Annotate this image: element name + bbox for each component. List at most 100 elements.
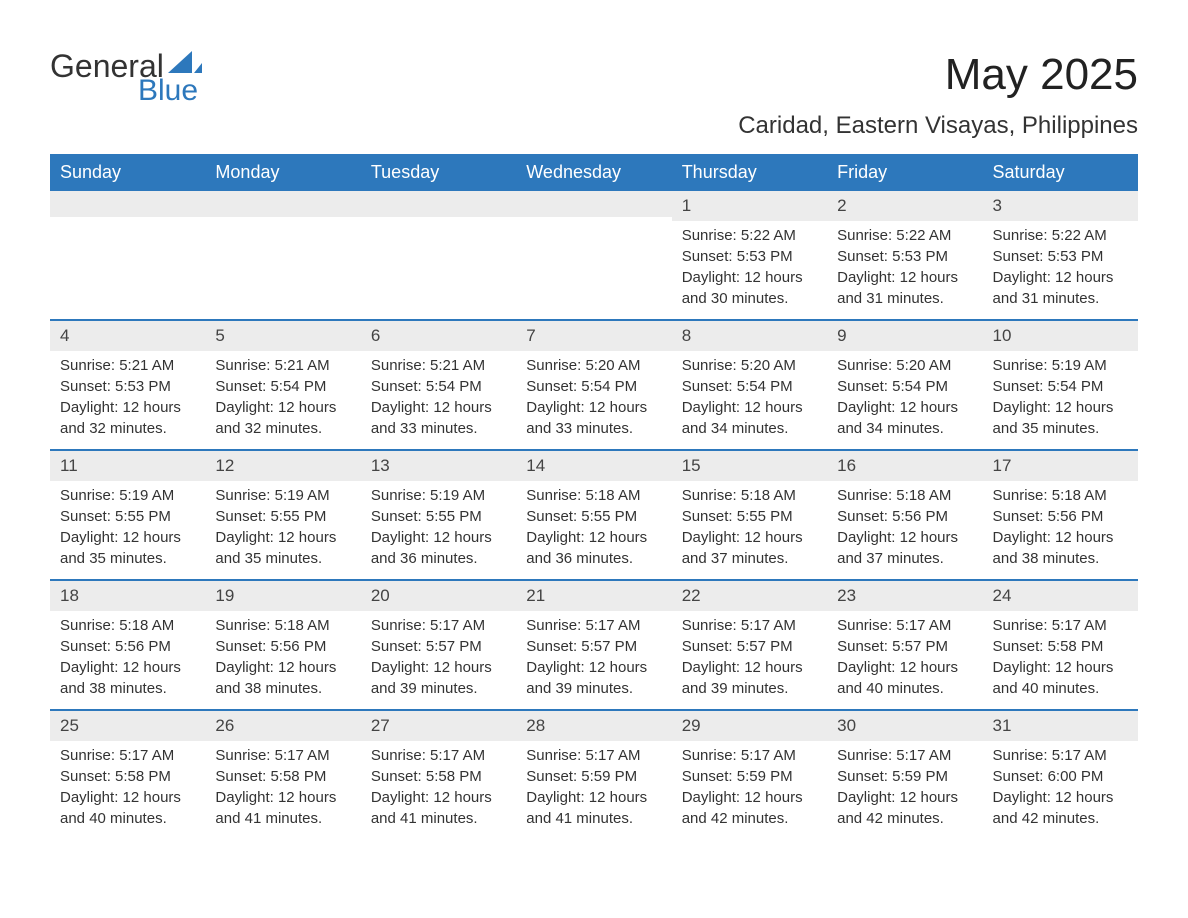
sunset-line: Sunset: 5:58 PM bbox=[371, 766, 506, 787]
day-number: 10 bbox=[983, 321, 1138, 351]
day-cell: 9Sunrise: 5:20 AMSunset: 5:54 PMDaylight… bbox=[827, 321, 982, 449]
location: Caridad, Eastern Visayas, Philippines bbox=[738, 112, 1138, 140]
sunset-line: Sunset: 5:54 PM bbox=[993, 376, 1128, 397]
sunrise-line: Sunrise: 5:17 AM bbox=[837, 615, 972, 636]
sunset-line: Sunset: 5:55 PM bbox=[526, 506, 661, 527]
sunrise-line: Sunrise: 5:22 AM bbox=[993, 225, 1128, 246]
daylight-line: Daylight: 12 hours and 38 minutes. bbox=[215, 657, 350, 699]
day-number: 25 bbox=[50, 711, 205, 741]
day-cell-empty bbox=[50, 191, 205, 319]
sunrise-line: Sunrise: 5:19 AM bbox=[60, 485, 195, 506]
day-cell: 30Sunrise: 5:17 AMSunset: 5:59 PMDayligh… bbox=[827, 711, 982, 839]
sunset-line: Sunset: 5:56 PM bbox=[215, 636, 350, 657]
sunrise-line: Sunrise: 5:22 AM bbox=[682, 225, 817, 246]
sunrise-line: Sunrise: 5:20 AM bbox=[526, 355, 661, 376]
daylight-line: Daylight: 12 hours and 34 minutes. bbox=[837, 397, 972, 439]
day-cell: 4Sunrise: 5:21 AMSunset: 5:53 PMDaylight… bbox=[50, 321, 205, 449]
day-cell: 14Sunrise: 5:18 AMSunset: 5:55 PMDayligh… bbox=[516, 451, 671, 579]
day-number bbox=[516, 191, 671, 217]
sunrise-line: Sunrise: 5:17 AM bbox=[526, 615, 661, 636]
day-cell: 11Sunrise: 5:19 AMSunset: 5:55 PMDayligh… bbox=[50, 451, 205, 579]
day-number: 27 bbox=[361, 711, 516, 741]
day-cell: 12Sunrise: 5:19 AMSunset: 5:55 PMDayligh… bbox=[205, 451, 360, 579]
dow-header-row: Sunday Monday Tuesday Wednesday Thursday… bbox=[50, 154, 1138, 191]
day-number: 21 bbox=[516, 581, 671, 611]
day-number: 7 bbox=[516, 321, 671, 351]
sunset-line: Sunset: 5:54 PM bbox=[215, 376, 350, 397]
day-cell: 20Sunrise: 5:17 AMSunset: 5:57 PMDayligh… bbox=[361, 581, 516, 709]
sunrise-line: Sunrise: 5:17 AM bbox=[682, 745, 817, 766]
day-cell: 18Sunrise: 5:18 AMSunset: 5:56 PMDayligh… bbox=[50, 581, 205, 709]
sunset-line: Sunset: 6:00 PM bbox=[993, 766, 1128, 787]
day-cell-empty bbox=[361, 191, 516, 319]
sunset-line: Sunset: 5:56 PM bbox=[993, 506, 1128, 527]
daylight-line: Daylight: 12 hours and 36 minutes. bbox=[526, 527, 661, 569]
week-row: 25Sunrise: 5:17 AMSunset: 5:58 PMDayligh… bbox=[50, 709, 1138, 839]
logo-text-blue: Blue bbox=[138, 76, 202, 106]
day-cell: 15Sunrise: 5:18 AMSunset: 5:55 PMDayligh… bbox=[672, 451, 827, 579]
sunrise-line: Sunrise: 5:20 AM bbox=[837, 355, 972, 376]
day-number: 2 bbox=[827, 191, 982, 221]
dow-monday: Monday bbox=[205, 154, 360, 191]
sunset-line: Sunset: 5:54 PM bbox=[371, 376, 506, 397]
sunset-line: Sunset: 5:59 PM bbox=[682, 766, 817, 787]
sunrise-line: Sunrise: 5:19 AM bbox=[215, 485, 350, 506]
day-cell: 13Sunrise: 5:19 AMSunset: 5:55 PMDayligh… bbox=[361, 451, 516, 579]
day-number: 30 bbox=[827, 711, 982, 741]
daylight-line: Daylight: 12 hours and 30 minutes. bbox=[682, 267, 817, 309]
sunrise-line: Sunrise: 5:18 AM bbox=[837, 485, 972, 506]
daylight-line: Daylight: 12 hours and 42 minutes. bbox=[682, 787, 817, 829]
sunset-line: Sunset: 5:55 PM bbox=[371, 506, 506, 527]
sunrise-line: Sunrise: 5:18 AM bbox=[215, 615, 350, 636]
day-number: 22 bbox=[672, 581, 827, 611]
sunrise-line: Sunrise: 5:21 AM bbox=[371, 355, 506, 376]
day-cell: 17Sunrise: 5:18 AMSunset: 5:56 PMDayligh… bbox=[983, 451, 1138, 579]
day-cell: 31Sunrise: 5:17 AMSunset: 6:00 PMDayligh… bbox=[983, 711, 1138, 839]
day-cell: 26Sunrise: 5:17 AMSunset: 5:58 PMDayligh… bbox=[205, 711, 360, 839]
day-number: 4 bbox=[50, 321, 205, 351]
daylight-line: Daylight: 12 hours and 37 minutes. bbox=[682, 527, 817, 569]
sunrise-line: Sunrise: 5:20 AM bbox=[682, 355, 817, 376]
dow-sunday: Sunday bbox=[50, 154, 205, 191]
sunset-line: Sunset: 5:57 PM bbox=[371, 636, 506, 657]
header: General Blue May 2025 Caridad, Eastern V… bbox=[50, 50, 1138, 140]
day-cell: 22Sunrise: 5:17 AMSunset: 5:57 PMDayligh… bbox=[672, 581, 827, 709]
daylight-line: Daylight: 12 hours and 36 minutes. bbox=[371, 527, 506, 569]
day-number: 8 bbox=[672, 321, 827, 351]
sunset-line: Sunset: 5:53 PM bbox=[682, 246, 817, 267]
day-number: 28 bbox=[516, 711, 671, 741]
day-number: 9 bbox=[827, 321, 982, 351]
day-cell: 29Sunrise: 5:17 AMSunset: 5:59 PMDayligh… bbox=[672, 711, 827, 839]
sunset-line: Sunset: 5:56 PM bbox=[837, 506, 972, 527]
sunrise-line: Sunrise: 5:17 AM bbox=[837, 745, 972, 766]
day-cell: 24Sunrise: 5:17 AMSunset: 5:58 PMDayligh… bbox=[983, 581, 1138, 709]
sunrise-line: Sunrise: 5:17 AM bbox=[215, 745, 350, 766]
day-cell: 3Sunrise: 5:22 AMSunset: 5:53 PMDaylight… bbox=[983, 191, 1138, 319]
day-cell: 21Sunrise: 5:17 AMSunset: 5:57 PMDayligh… bbox=[516, 581, 671, 709]
sunset-line: Sunset: 5:57 PM bbox=[837, 636, 972, 657]
day-cell-empty bbox=[516, 191, 671, 319]
day-number: 14 bbox=[516, 451, 671, 481]
sunrise-line: Sunrise: 5:17 AM bbox=[371, 745, 506, 766]
sunset-line: Sunset: 5:55 PM bbox=[60, 506, 195, 527]
daylight-line: Daylight: 12 hours and 35 minutes. bbox=[60, 527, 195, 569]
month-title: May 2025 bbox=[738, 50, 1138, 100]
day-number: 24 bbox=[983, 581, 1138, 611]
title-block: May 2025 Caridad, Eastern Visayas, Phili… bbox=[738, 50, 1138, 140]
day-cell: 25Sunrise: 5:17 AMSunset: 5:58 PMDayligh… bbox=[50, 711, 205, 839]
sunrise-line: Sunrise: 5:22 AM bbox=[837, 225, 972, 246]
daylight-line: Daylight: 12 hours and 33 minutes. bbox=[526, 397, 661, 439]
daylight-line: Daylight: 12 hours and 38 minutes. bbox=[60, 657, 195, 699]
day-cell: 23Sunrise: 5:17 AMSunset: 5:57 PMDayligh… bbox=[827, 581, 982, 709]
daylight-line: Daylight: 12 hours and 32 minutes. bbox=[215, 397, 350, 439]
weeks-container: 1Sunrise: 5:22 AMSunset: 5:53 PMDaylight… bbox=[50, 191, 1138, 839]
day-number: 16 bbox=[827, 451, 982, 481]
day-number bbox=[361, 191, 516, 217]
sunset-line: Sunset: 5:57 PM bbox=[682, 636, 817, 657]
sunset-line: Sunset: 5:55 PM bbox=[682, 506, 817, 527]
daylight-line: Daylight: 12 hours and 40 minutes. bbox=[60, 787, 195, 829]
dow-wednesday: Wednesday bbox=[516, 154, 671, 191]
day-cell: 27 Sunrise: 5:17 AMSunset: 5:58 PMDayligh… bbox=[361, 711, 516, 839]
daylight-line: Daylight: 12 hours and 41 minutes. bbox=[371, 787, 506, 829]
daylight-line: Daylight: 12 hours and 39 minutes. bbox=[371, 657, 506, 699]
